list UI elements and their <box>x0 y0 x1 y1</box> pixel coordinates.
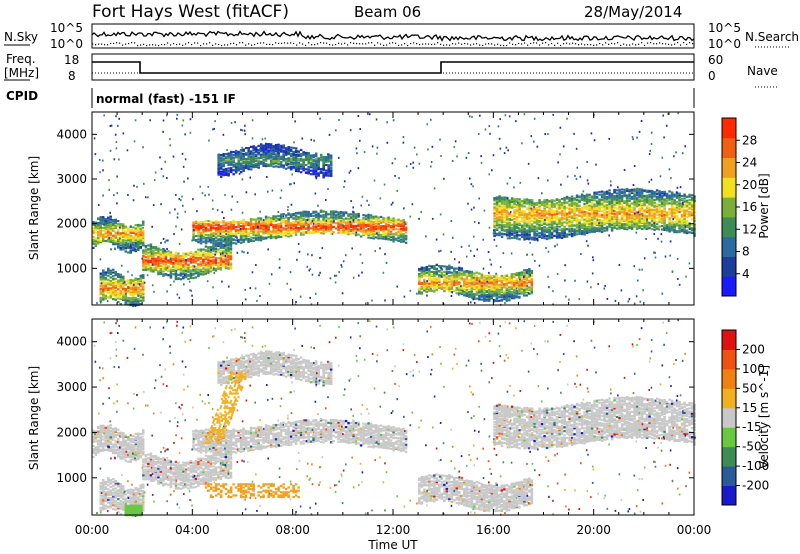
freq-unit: [MHz] <box>4 66 39 80</box>
colorbar-swatch <box>722 388 736 409</box>
nsearch-label: N.Search <box>745 30 799 44</box>
colorbar-swatch <box>722 157 736 178</box>
nsky-strip: N.Sky 10^5 10^0 10^5 10^0 N.Search <box>4 21 799 51</box>
colorbar-swatch <box>722 137 736 159</box>
freq-tick-top: 18 <box>64 53 79 67</box>
colorbar-tick-label: 100 <box>742 362 765 376</box>
nsearch-tick-top: 10^5 <box>708 21 741 35</box>
x-tick-label: 00:00 <box>677 523 712 537</box>
y-tick-label: 4000 <box>56 335 87 349</box>
cpid-strip: CPID normal (fast) -151 IF <box>6 88 695 108</box>
y-tick-label: 2000 <box>56 217 87 231</box>
colorbar-tick-label: -200 <box>742 479 769 493</box>
x-tick-label: 00:00 <box>75 523 110 537</box>
station-title: Fort Hays West (fitACF) <box>92 2 289 22</box>
velocity-cells <box>92 319 696 518</box>
colorbar-tick-label: 15 <box>742 401 757 415</box>
colorbar-tick-label: 50 <box>742 381 757 395</box>
colorbar-swatch <box>722 118 736 139</box>
colorbar-swatch <box>722 368 736 389</box>
velocity-panel: 1000 2000 3000 4000 00:00 04:00 08:00 12:00 16:… <box>27 318 712 552</box>
colorbar-swatch <box>722 485 736 506</box>
colorbar-tick-label: -100 <box>742 459 769 473</box>
y-tick-label: 1000 <box>56 261 87 275</box>
colorbar-swatch <box>722 427 736 448</box>
freq-strip: Freq. [MHz] 18 8 60 0 Nave <box>4 52 778 88</box>
colorbar-tick-label: 8 <box>742 245 750 259</box>
power-cells <box>92 112 696 308</box>
colorbar-swatch <box>722 256 736 277</box>
freq-trace <box>92 61 694 74</box>
velocity-ylabel: Slant Range [km] <box>27 366 41 470</box>
colorbar-tick-label: 16 <box>742 200 757 214</box>
colorbar-swatch <box>722 407 736 428</box>
x-tick-label: 04:00 <box>175 523 210 537</box>
nsearch-tick-bottom: 10^0 <box>708 37 741 51</box>
power-colorbar-label: Power [dB] <box>757 173 771 238</box>
colorbar-tick-label: 24 <box>742 156 757 170</box>
x-tick-label: 08:00 <box>275 523 310 537</box>
nsky-tick-bottom: 10^0 <box>50 37 83 51</box>
colorbar-swatch <box>722 446 736 467</box>
nave-tick-bottom: 0 <box>708 69 716 83</box>
y-tick-label: 2000 <box>56 425 87 439</box>
power-panel: 1000 2000 3000 4000 Slant Range [km] <box>27 111 696 308</box>
nave-tick-top: 60 <box>708 53 723 67</box>
y-tick-label: 4000 <box>56 127 87 141</box>
colorbar-swatch <box>722 216 736 238</box>
x-tick-label: 16:00 <box>476 523 511 537</box>
power-colorbar: 4 8 12 16 20 24 28 <box>721 117 757 297</box>
cpid-value: normal (fast) -151 IF <box>96 92 236 106</box>
y-tick-label: 1000 <box>56 471 87 485</box>
colorbar-tick-label: 4 <box>742 267 750 281</box>
x-tick-label: 12:00 <box>376 523 411 537</box>
colorbar-tick-label: -15 <box>742 420 762 434</box>
nave-label: Nave <box>747 64 778 78</box>
velocity-colorbar: 200 100 50 15 -15 -50 -100 -200 <box>721 329 769 506</box>
freq-label: Freq. <box>6 52 36 66</box>
power-yticks: 1000 2000 3000 4000 <box>56 127 694 275</box>
nsky-tick-top: 10^5 <box>50 21 83 35</box>
colorbar-swatch <box>722 330 736 350</box>
nsky-label: N.Sky <box>4 30 38 44</box>
colorbar-tick-label: -50 <box>742 440 762 454</box>
velocity-xticks: 00:00 04:00 08:00 12:00 16:00 20:00 00:00 <box>75 319 712 537</box>
colorbar-swatch <box>722 197 736 218</box>
y-tick-label: 3000 <box>56 380 87 394</box>
colorbar-swatch <box>722 276 736 297</box>
colorbar-tick-label: 28 <box>742 133 757 147</box>
power-xticks <box>91 112 695 305</box>
velocity-colorbar-text: Velocity [m s^-1] <box>757 365 771 469</box>
beam-title: Beam 06 <box>354 3 421 21</box>
colorbar-swatch <box>722 349 736 370</box>
colorbar-swatch <box>722 177 736 198</box>
velocity-colorbar-label: Velocity [m s^-1] <box>757 365 771 469</box>
y-tick-label: 3000 <box>56 172 87 186</box>
x-tick-label: 20:00 <box>576 523 611 537</box>
freq-tick-bottom: 8 <box>68 69 76 83</box>
colorbar-tick-label: 20 <box>742 178 757 192</box>
colorbar-swatch <box>722 236 736 257</box>
velocity-yticks: 1000 2000 3000 4000 <box>56 335 694 485</box>
date-title: 28/May/2014 <box>584 3 682 21</box>
colorbar-tick-label: 200 <box>742 342 765 356</box>
power-ylabel: Slant Range [km] <box>27 156 41 260</box>
nsky-trace <box>91 30 695 47</box>
colorbar-tick-label: 12 <box>742 222 757 236</box>
cpid-label: CPID <box>6 89 38 103</box>
colorbar-swatch <box>722 466 736 487</box>
x-axis-label: Time UT <box>367 538 418 552</box>
